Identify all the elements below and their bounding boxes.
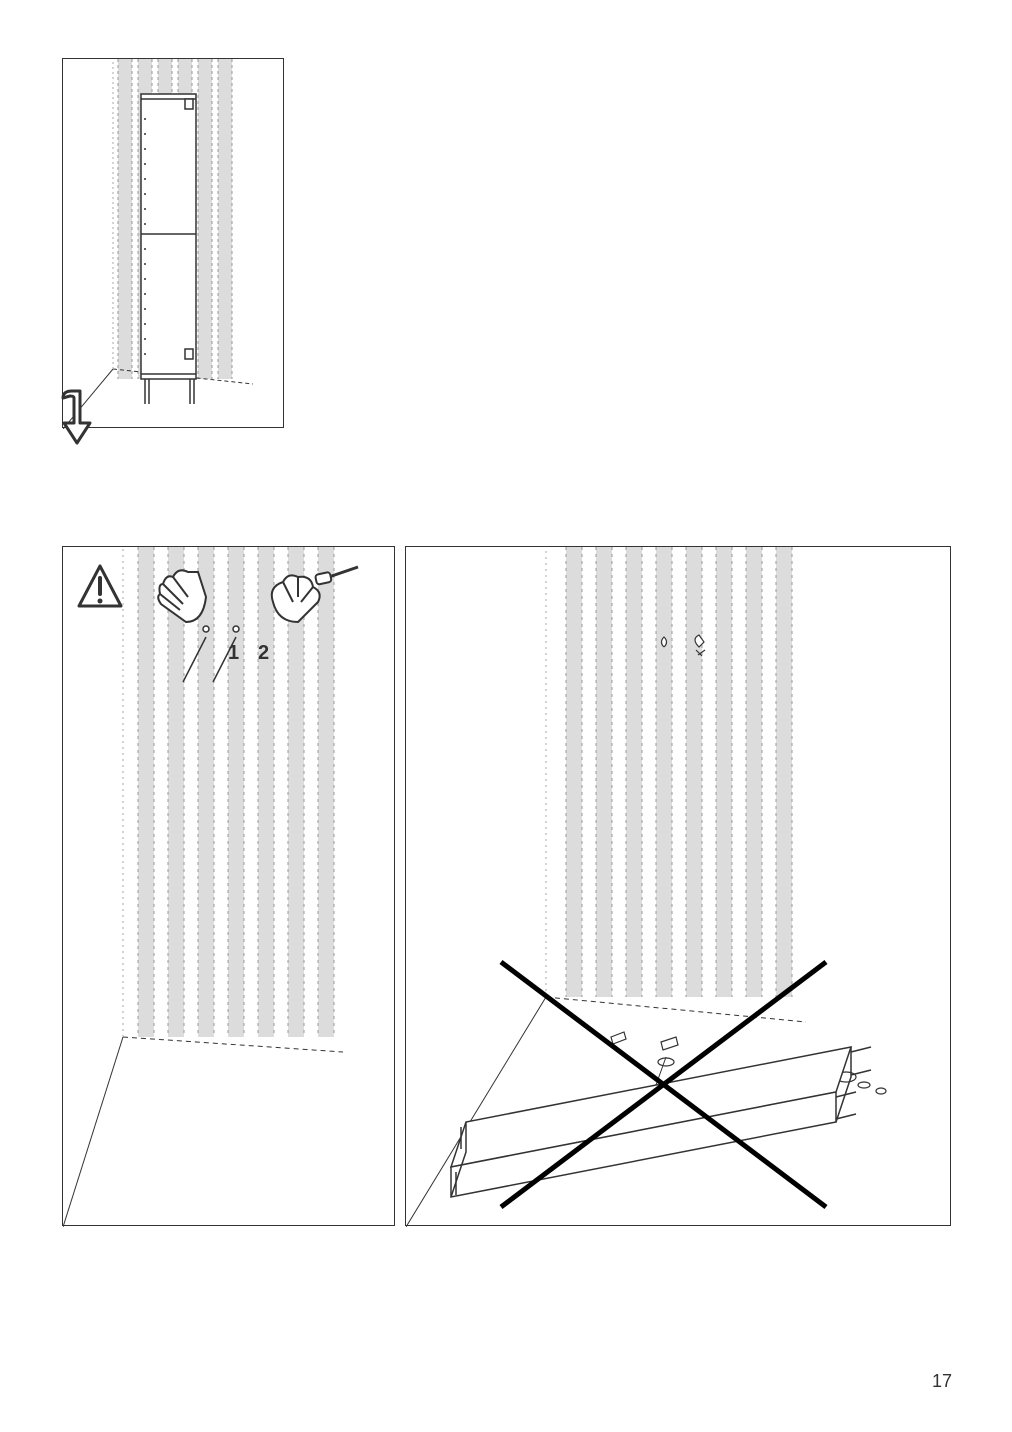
- page-number: 17: [932, 1371, 952, 1392]
- instruction-page: 1 2: [0, 0, 1012, 1432]
- arrow-down-icon: [60, 388, 100, 448]
- panel-stud-mounting: 1 2: [62, 546, 395, 1226]
- incorrect-diagram: [406, 547, 952, 1227]
- panel-incorrect-method: [405, 546, 951, 1226]
- step-label-2: 2: [258, 642, 269, 665]
- panel-cabinet-position: [62, 58, 284, 428]
- cabinet-wall-diagram: [63, 59, 285, 429]
- warning-icon: [75, 562, 125, 612]
- step-label-1: 1: [228, 642, 239, 665]
